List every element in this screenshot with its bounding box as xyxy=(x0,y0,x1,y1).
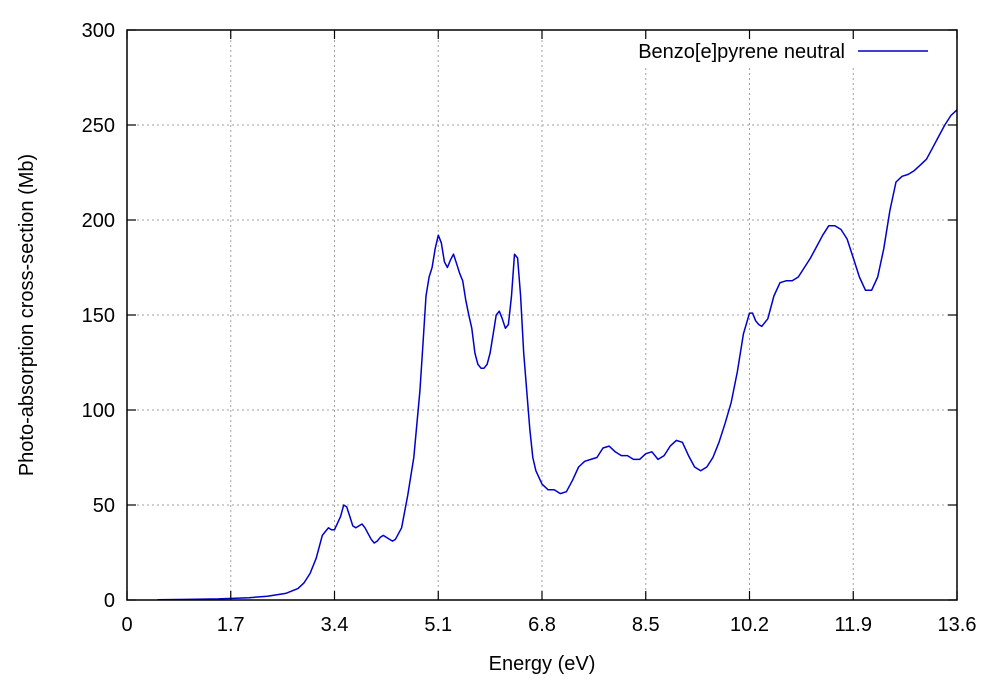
y-tick-label-3: 150 xyxy=(82,305,115,327)
x-tick-labels: 0 1.7 3.4 5.1 6.8 8.5 10.2 11.9 13.6 xyxy=(121,614,976,636)
x-tick-label-0: 0 xyxy=(121,614,132,636)
x-tick-label-6: 10.2 xyxy=(730,614,769,636)
y-axis-label: Photo-absorption cross-section (Mb) xyxy=(16,154,38,476)
y-tick-label-5: 250 xyxy=(82,115,115,137)
y-tick-label-6: 300 xyxy=(82,20,115,42)
legend: Benzo[e]pyrene neutral xyxy=(638,41,928,63)
x-tick-label-8: 13.6 xyxy=(938,614,977,636)
series-layer xyxy=(157,109,957,600)
series-line-0 xyxy=(157,109,957,600)
y-tick-labels: 0 50 100 150 200 250 300 xyxy=(82,20,115,612)
grid xyxy=(127,30,957,600)
x-tick-label-7: 11.9 xyxy=(835,614,872,636)
axis-ticks xyxy=(126,29,958,601)
x-tick-label-3: 5.1 xyxy=(424,614,452,636)
y-tick-label-1: 50 xyxy=(93,495,115,517)
x-tick-label-2: 3.4 xyxy=(321,614,349,636)
x-tick-label-1: 1.7 xyxy=(217,614,245,636)
x-tick-label-5: 8.5 xyxy=(632,614,660,636)
y-tick-label-2: 100 xyxy=(82,400,115,422)
y-tick-label-0: 0 xyxy=(104,590,115,612)
x-tick-label-4: 6.8 xyxy=(528,614,556,636)
y-tick-label-4: 200 xyxy=(82,210,115,232)
x-axis-label: Energy (eV) xyxy=(489,653,596,675)
legend-label: Benzo[e]pyrene neutral xyxy=(638,41,845,63)
